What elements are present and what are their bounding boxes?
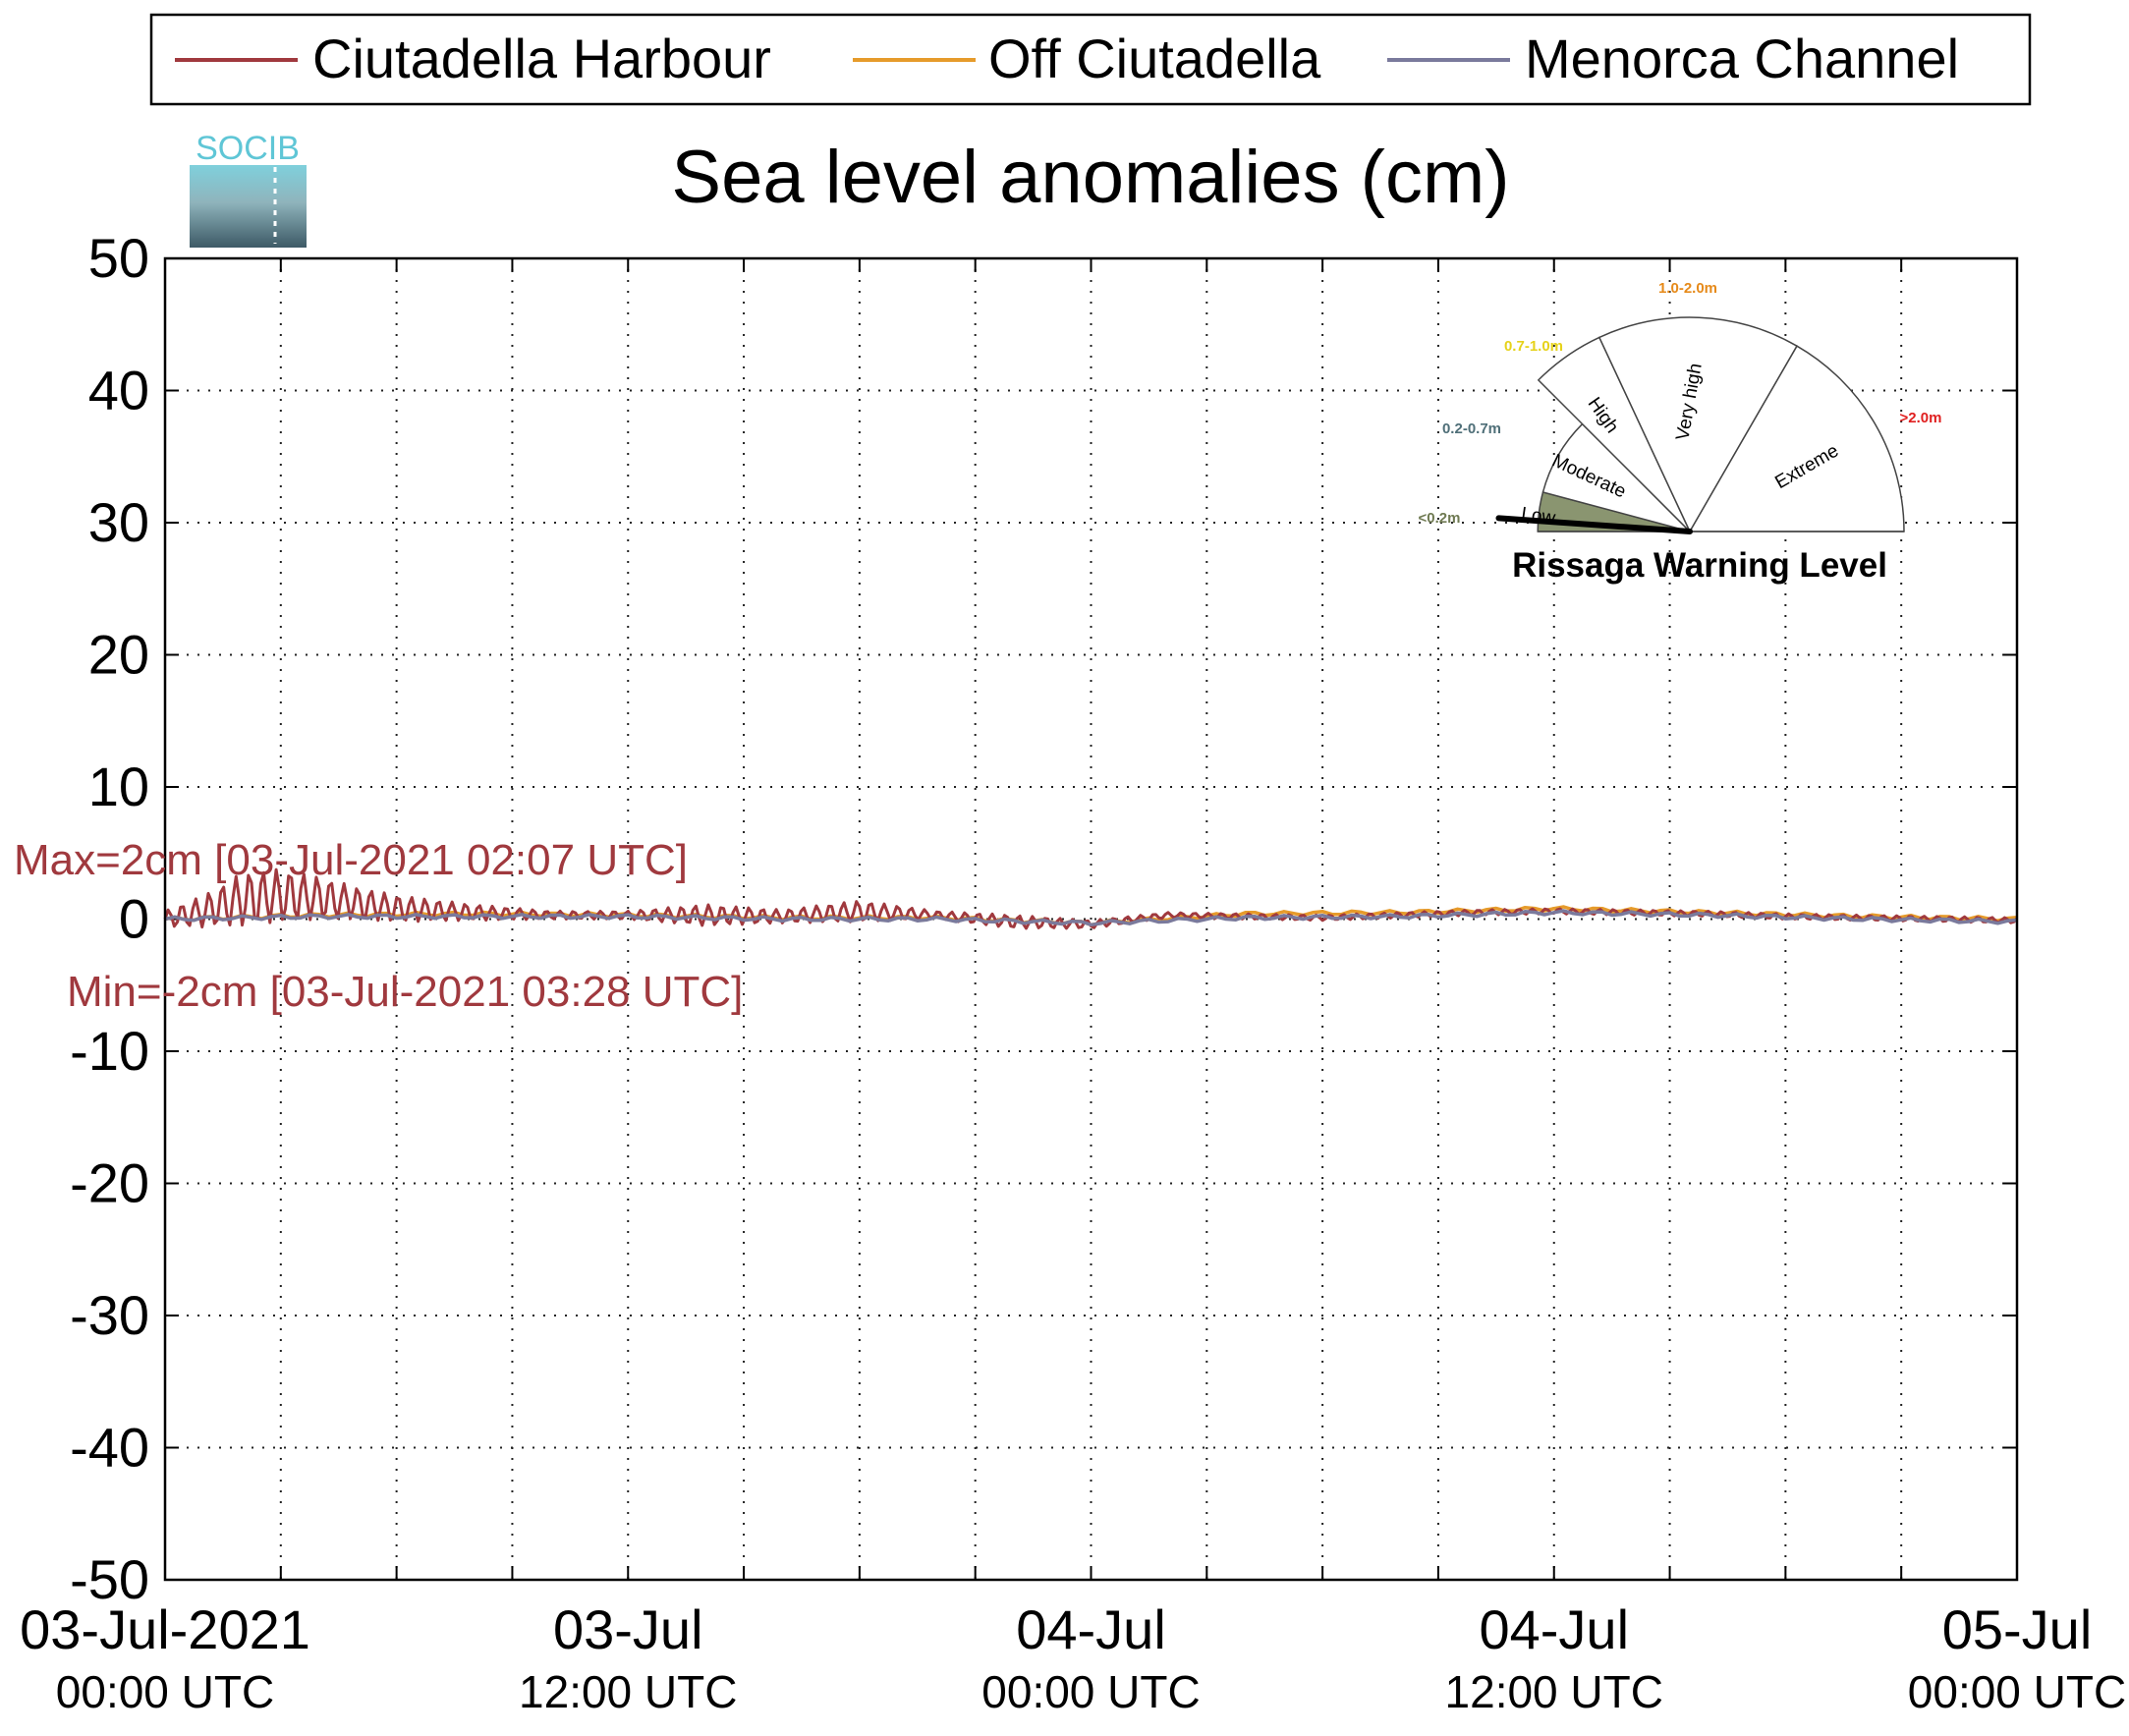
plot-frame [163, 256, 2019, 1582]
gauge-sector [1597, 316, 1799, 533]
x-tick-date: 04-Jul [1016, 1598, 1166, 1660]
gauge-range-label: 1.0-2.0m [1658, 280, 1717, 297]
legend: Ciutadella Harbour Off Ciutadella Menorca … [149, 13, 2032, 106]
y-tick-label: 0 [119, 888, 149, 950]
gauge-range-label: <0.2m [1419, 510, 1461, 527]
max-annotation: Max=2cm [03-Jul-2021 02:07 UTC] [14, 836, 688, 884]
series-layer [163, 868, 2019, 930]
x-tick-date: 05-Jul [1942, 1598, 2093, 1660]
gauge-range-label: >2.0m [1900, 410, 1942, 426]
x-tick-time: 12:00 UTC [519, 1666, 737, 1717]
legend-box [149, 13, 2032, 106]
y-tick-label: -10 [70, 1020, 149, 1082]
gauge-range-label: 0.2-0.7m [1442, 420, 1501, 437]
y-tick-label: 20 [88, 624, 149, 686]
x-tick-date: 03-Jul-2021 [20, 1598, 310, 1660]
min-annotation: Min=-2cm [03-Jul-2021 03:28 UTC] [67, 968, 743, 1016]
y-tick-label: 40 [88, 360, 149, 421]
x-tick-time: 00:00 UTC [56, 1666, 274, 1717]
y-tick-label: -40 [70, 1417, 149, 1479]
gauge-sector [1688, 345, 1905, 532]
x-tick-time: 00:00 UTC [981, 1666, 1200, 1717]
legend-label: Ciutadella Harbour [312, 28, 771, 89]
y-tick-label: -20 [70, 1152, 149, 1214]
gauge-needle [1495, 515, 1693, 534]
logo-text: SOCIB [196, 130, 300, 167]
legend-label: Menorca Channel [1525, 28, 1959, 89]
x-tick-time: 12:00 UTC [1445, 1666, 1663, 1717]
y-axis: 50 40 30 20 10 0 -10 -20 -30 -40 -50 [70, 227, 2017, 1610]
x-tick-time: 00:00 UTC [1908, 1666, 2126, 1717]
gauge-range-label: 0.7-1.0m [1504, 338, 1563, 355]
x-tick-date: 04-Jul [1479, 1598, 1629, 1660]
logo-gradient [190, 165, 307, 248]
chart-title: Sea level anomalies (cm) [671, 136, 1509, 219]
gauge-sector-label: Low [1520, 504, 1557, 530]
gauge-title: Rissaga Warning Level [1512, 546, 1887, 585]
x-axis: 03-Jul-2021 00:00 UTC 03-Jul 12:00 UTC 04-Ju… [20, 258, 2126, 1717]
legend-label: Off Ciutadella [988, 28, 1321, 89]
y-tick-label: 50 [88, 227, 149, 289]
y-tick-label: -50 [70, 1548, 149, 1610]
y-tick-label: 10 [88, 756, 149, 817]
socib-logo: SOCIB [190, 130, 307, 248]
series-line [164, 909, 2018, 927]
x-tick-date: 03-Jul [553, 1598, 703, 1660]
y-tick-label: -30 [70, 1284, 149, 1346]
y-tick-label: 30 [88, 491, 149, 553]
